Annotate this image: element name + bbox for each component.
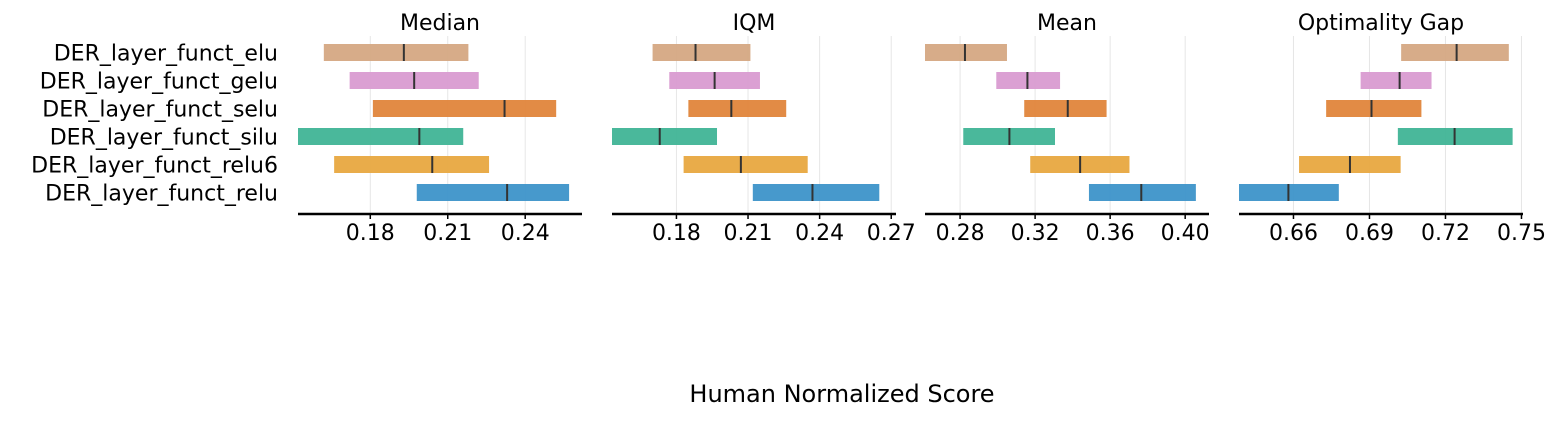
interval-bar-der-layer-funct-selu	[1024, 100, 1107, 117]
chart-panels: Median 0.18 0.21 0.24 IQM 0.18 0.21 0.24 0.27 Mea…	[298, 11, 1546, 246]
interval-bar-der-layer-funct-relu6	[683, 156, 808, 173]
x-tick-label: 0.18	[346, 221, 395, 246]
x-tick-label: 0.21	[724, 221, 773, 246]
interval-bar-der-layer-funct-silu	[612, 128, 718, 145]
x-tick-label: 0.69	[1345, 221, 1394, 246]
x-tick-label: 0.40	[1161, 221, 1210, 246]
x-tick-label: 0.18	[652, 221, 701, 246]
interval-bar-der-layer-funct-gelu	[1360, 72, 1432, 89]
interval-bar-der-layer-funct-silu	[298, 128, 464, 145]
algorithm-label-der-layer-funct-elu: DER_layer_funct_elu	[54, 42, 278, 67]
interval-bar-der-layer-funct-selu	[1326, 100, 1422, 117]
panel-title: Median	[400, 11, 480, 36]
x-tick-label: 0.72	[1421, 221, 1470, 246]
x-axis-label: Human Normalized Score	[689, 380, 994, 408]
algorithm-label-der-layer-funct-relu6: DER_layer_funct_relu6	[31, 154, 278, 179]
x-tick-label: 0.32	[1011, 221, 1060, 246]
x-tick-label: 0.75	[1497, 221, 1546, 246]
interval-bar-der-layer-funct-relu	[416, 184, 570, 201]
algorithm-label-der-layer-funct-selu: DER_layer_funct_selu	[42, 98, 278, 123]
algorithm-label-der-layer-funct-relu: DER_layer_funct_relu	[45, 182, 278, 207]
panel-title: Optimality Gap	[1298, 11, 1464, 36]
interval-bar-der-layer-funct-elu	[925, 44, 1007, 61]
x-tick-label: 0.24	[795, 221, 844, 246]
algorithm-label-der-layer-funct-gelu: DER_layer_funct_gelu	[40, 70, 278, 95]
panel-optimality-gap: Optimality Gap 0.66 0.69 0.72 0.75	[1239, 11, 1546, 246]
interval-bar-der-layer-funct-elu	[652, 44, 751, 61]
panel-mean: Mean 0.28 0.32 0.36 0.40	[925, 11, 1210, 246]
x-tick-label: 0.66	[1269, 221, 1318, 246]
interval-bar-der-layer-funct-selu	[688, 100, 787, 117]
interval-bar-der-layer-funct-relu	[1088, 184, 1196, 201]
algorithm-label-der-layer-funct-silu: DER_layer_funct_silu	[50, 126, 278, 151]
x-tick-label: 0.27	[867, 221, 916, 246]
interval-bar-der-layer-funct-selu	[372, 100, 557, 117]
interval-bar-der-layer-funct-relu	[752, 184, 880, 201]
x-tick-label: 0.36	[1086, 221, 1135, 246]
interval-bar-der-layer-funct-relu6	[334, 156, 490, 173]
x-tick-label: 0.21	[423, 221, 472, 246]
panel-median: Median 0.18 0.21 0.24	[298, 11, 582, 246]
interval-bar-der-layer-funct-elu	[323, 44, 469, 61]
panel-iqm: IQM 0.18 0.21 0.24 0.27	[612, 11, 916, 246]
x-tick-label: 0.28	[936, 221, 985, 246]
panel-title: Mean	[1037, 11, 1097, 36]
panel-title: IQM	[733, 11, 776, 36]
x-tick-label: 0.24	[501, 221, 550, 246]
algorithm-labels: DER_layer_funct_elu DER_layer_funct_gelu D…	[31, 42, 278, 207]
interval-bar-der-layer-funct-elu	[1401, 44, 1509, 61]
